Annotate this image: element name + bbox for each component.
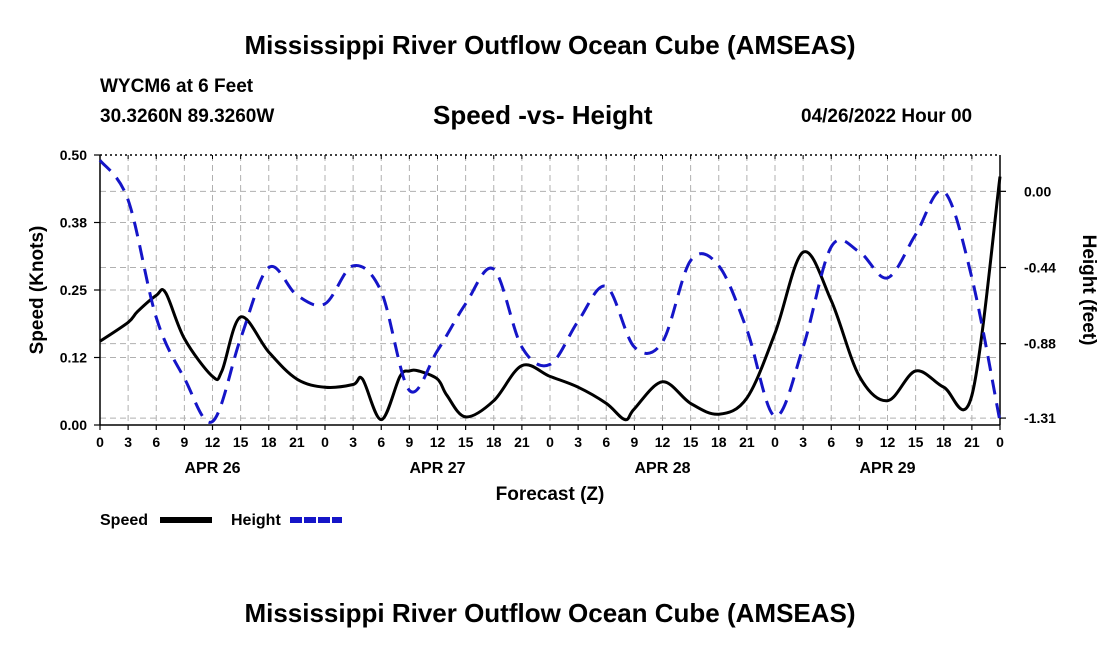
x-tick-label: 6 — [377, 434, 385, 450]
x-tick-label: 3 — [799, 434, 807, 450]
chart-subtitle: Speed -vs- Height — [433, 100, 653, 130]
footer-title: Mississippi River Outflow Ocean Cube (AM… — [244, 598, 856, 628]
y-left-tick-label: 0.12 — [60, 350, 87, 366]
x-tick-label: 0 — [321, 434, 329, 450]
day-label: APR 28 — [634, 460, 690, 477]
legend-label-speed: Speed — [100, 512, 148, 529]
x-tick-label: 15 — [908, 434, 924, 450]
x-tick-label: 12 — [880, 434, 896, 450]
chart-title: Mississippi River Outflow Ocean Cube (AM… — [244, 30, 856, 60]
x-tick-label: 21 — [289, 434, 305, 450]
x-tick-label: 21 — [964, 434, 980, 450]
x-tick-label: 18 — [711, 434, 727, 450]
x-axis-label: Forecast (Z) — [496, 484, 605, 505]
x-tick-label: 21 — [739, 434, 755, 450]
x-tick-label: 3 — [574, 434, 582, 450]
x-tick-label: 0 — [546, 434, 554, 450]
day-label: APR 29 — [859, 460, 915, 477]
station-coordinates: 30.3260N 89.3260W — [100, 106, 275, 127]
x-tick-label: 15 — [458, 434, 474, 450]
y-left-axis-label: Speed (Knots) — [27, 226, 48, 355]
x-tick-label: 6 — [827, 434, 835, 450]
x-tick-label: 15 — [233, 434, 249, 450]
forecast-datetime: 04/26/2022 Hour 00 — [801, 106, 973, 127]
legend-label-height: Height — [231, 512, 281, 529]
y-right-tick-label: -0.88 — [1024, 336, 1056, 352]
y-right-tick-label: 0.00 — [1024, 183, 1051, 199]
x-tick-label: 18 — [486, 434, 502, 450]
x-tick-label: 18 — [936, 434, 952, 450]
station-label: WYCM6 at 6 Feet — [100, 76, 254, 97]
x-tick-label: 0 — [96, 434, 104, 450]
y-right-tick-label: -1.31 — [1024, 410, 1056, 426]
x-tick-label: 12 — [655, 434, 671, 450]
day-label: APR 27 — [409, 460, 465, 477]
x-tick-label: 18 — [261, 434, 277, 450]
x-tick-label: 0 — [996, 434, 1004, 450]
y-right-axis-label: Height (feet) — [1078, 235, 1099, 346]
y-right-tick-label: -0.44 — [1024, 260, 1056, 276]
x-tick-label: 3 — [124, 434, 132, 450]
x-tick-label: 12 — [205, 434, 221, 450]
x-tick-label: 21 — [514, 434, 530, 450]
x-tick-label: 12 — [430, 434, 446, 450]
x-tick-label: 6 — [152, 434, 160, 450]
y-left-tick-label: 0.00 — [60, 417, 87, 433]
x-tick-label: 9 — [630, 434, 638, 450]
x-tick-label: 3 — [349, 434, 357, 450]
x-tick-label: 6 — [602, 434, 610, 450]
y-left-tick-label: 0.38 — [60, 215, 87, 231]
speed-series-line — [99, 176, 1002, 422]
x-tick-label: 9 — [855, 434, 863, 450]
day-label: APR 26 — [184, 460, 240, 477]
x-tick-label: 9 — [180, 434, 188, 450]
y-left-tick-label: 0.50 — [60, 147, 87, 163]
x-tick-label: 0 — [771, 434, 779, 450]
x-tick-label: 15 — [683, 434, 699, 450]
y-left-tick-label: 0.25 — [60, 282, 87, 298]
x-tick-label: 9 — [405, 434, 413, 450]
